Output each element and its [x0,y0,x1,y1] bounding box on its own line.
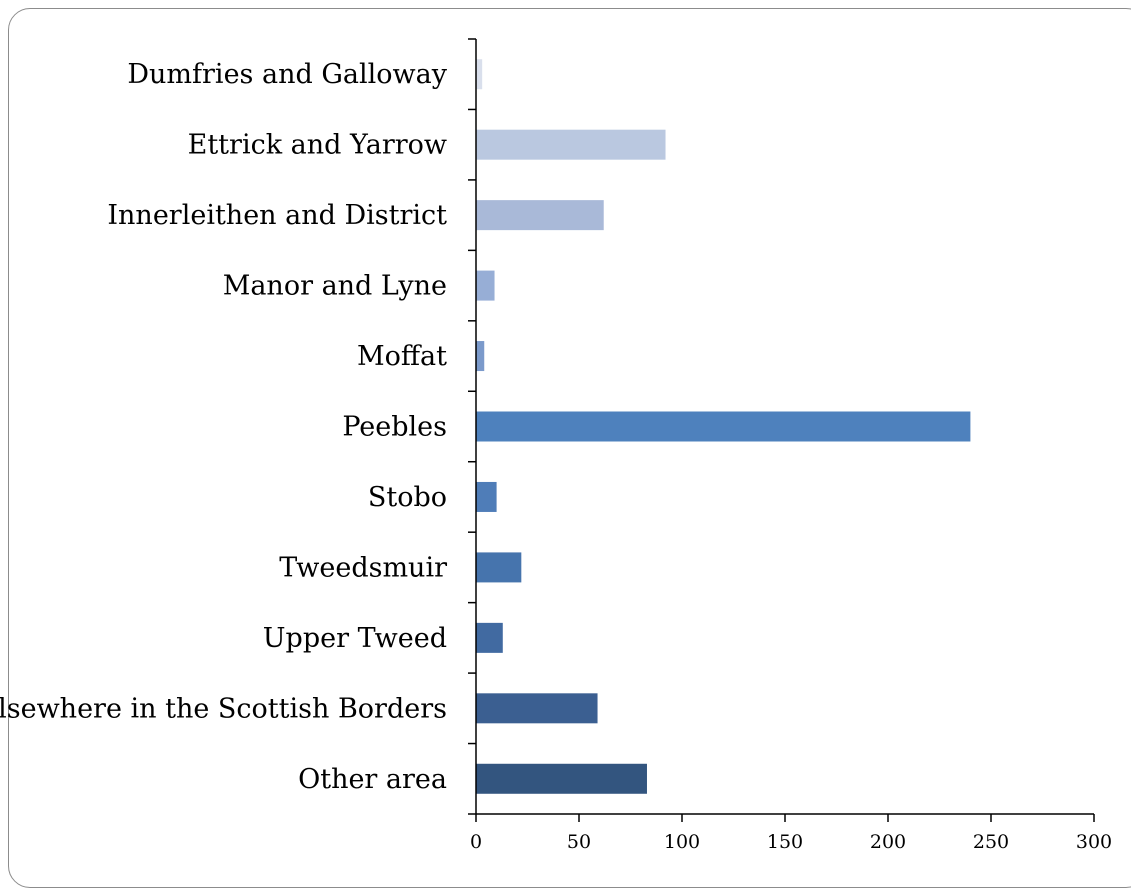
bar-other-area [476,763,647,794]
x-tick-label: 200 [870,831,906,853]
category-label: Tweedsmuir [279,552,447,583]
category-label: Dumfries and Galloway [127,59,447,90]
category-label: Peebles [342,412,447,443]
category-label: Elsewhere in the Scottish Borders [0,693,447,724]
category-label: Moffat [357,341,447,372]
x-tick-label: 0 [470,831,482,853]
category-label: Stobo [368,482,447,513]
x-tick-label: 50 [567,831,591,853]
x-tick-label: 150 [767,831,803,853]
bar-upper-tweed [476,622,503,653]
bar-dumfries-and-galloway [476,59,483,90]
horizontal-bar-chart: Dumfries and Galloway Ettrick and Yarrow I… [0,38,1112,853]
bar-peebles [476,411,971,442]
category-label: Innerleithen and District [107,200,447,231]
bar-elsewhere-in-the-scottish-borders [476,693,598,724]
bar-tweedsmuir [476,552,522,583]
x-tick-label: 250 [973,831,1009,853]
category-label: Ettrick and Yarrow [188,130,447,161]
bar-stobo [476,481,497,512]
x-tick-label: 100 [664,831,700,853]
category-label: Other area [298,764,447,795]
category-label: Upper Tweed [263,623,447,654]
bar-innerleithen-and-district [476,200,604,231]
bar-manor-and-lyne [476,270,495,301]
bar-moffat [476,341,485,372]
x-tick-label: 300 [1076,831,1112,853]
bar-ettrick-and-yarrow [476,129,666,160]
category-label: Manor and Lyne [223,271,447,302]
